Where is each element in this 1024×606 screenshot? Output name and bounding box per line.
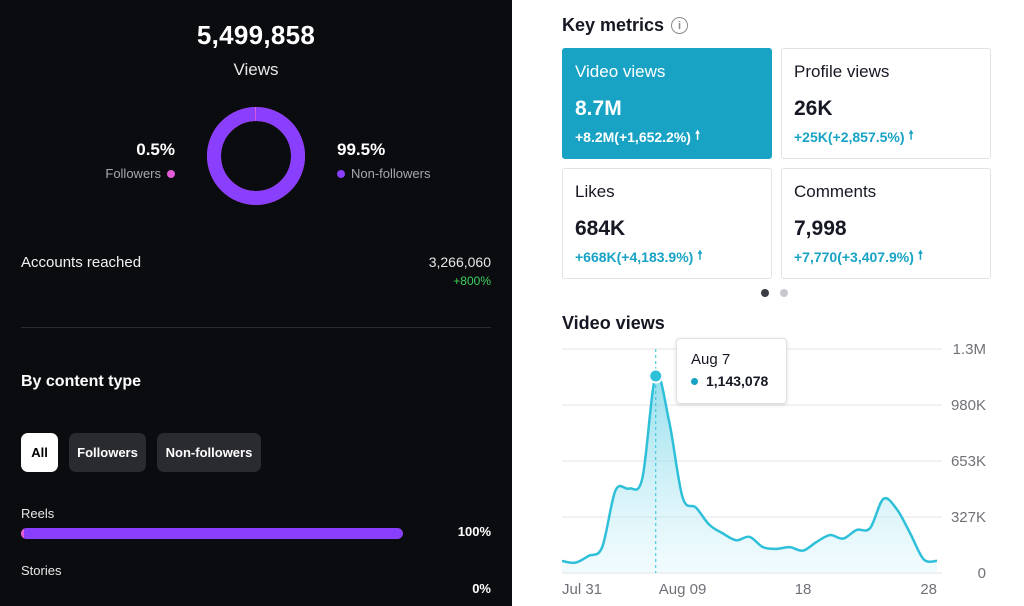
followers-share: 0.5% Followers (105, 140, 175, 181)
tooltip-series-dot (691, 377, 698, 385)
metric-card-label: Comments (794, 182, 877, 201)
accounts-reached-label: Accounts reached (21, 254, 142, 271)
metric-card-value: 7,998 (794, 217, 847, 240)
key-metrics-title: Key metrics i (562, 15, 689, 36)
audience-donut-chart (207, 107, 305, 205)
followers-pct: 0.5% (136, 140, 175, 159)
metric-card-video-views[interactable]: Video views 8.7M +8.2M(+1,652.2%) 🠕 (562, 48, 772, 159)
x-tick-label: 18 (795, 581, 812, 598)
non-followers-legend-dot (337, 169, 345, 178)
x-tick-label: Jul 31 (562, 581, 602, 598)
metric-card-value: 684K (575, 217, 626, 240)
metric-card-label: Profile views (794, 62, 890, 81)
filter-chip-non-followers[interactable]: Non-followers (157, 433, 261, 472)
non-followers-label: Non-followers (351, 166, 431, 181)
metric-card-value: 26K (794, 97, 833, 120)
divider (21, 327, 491, 328)
info-circle-icon[interactable]: i (671, 17, 689, 34)
video-views-line (561, 373, 938, 565)
pager-dot-2[interactable] (780, 289, 788, 297)
non-followers-ring-segment (207, 107, 305, 205)
followers-label: Followers (105, 166, 161, 181)
content-row-reels-label: Reels (21, 506, 55, 521)
metric-card-change: +8.2M(+1,652.2%) (575, 128, 691, 145)
arrow-up-icon: 🠕 (917, 248, 924, 262)
content-row-reels-bar (21, 528, 403, 539)
video-views-area (562, 374, 937, 573)
audience-panel: 5,499,858 Views 0.5% Followers 99.5% Non… (0, 0, 512, 606)
y-tick-label: 980K (951, 397, 986, 414)
content-row-stories-pct: 0% (472, 581, 491, 596)
tooltip-date: Aug 7 (691, 351, 731, 368)
filter-chip-all[interactable]: All (21, 433, 58, 472)
arrow-up-icon: 🠕 (694, 128, 701, 142)
metric-card-label: Video views (575, 62, 666, 81)
content-type-heading: By content type (21, 373, 142, 390)
y-tick-label: 1.3M (953, 341, 986, 358)
total-views-value: 5,499,858 (196, 20, 316, 50)
metric-card-comments[interactable]: Comments 7,998 +7,770(+3,407.9%) 🠕 (781, 168, 991, 279)
video-views-chart-title: Video views (562, 313, 665, 333)
total-views-label: Views (233, 60, 279, 79)
filter-chip-followers[interactable]: Followers (69, 433, 146, 472)
metric-card-change: +668K(+4,183.9%) (575, 248, 694, 265)
metric-card-profile-views[interactable]: Profile views 26K +25K(+2,857.5%) 🠕 (781, 48, 991, 159)
metric-card-label: Likes (575, 182, 615, 201)
reels-bar-fill (21, 528, 403, 539)
y-tick-label: 0 (978, 565, 986, 582)
y-tick-label: 653K (951, 453, 986, 470)
reels-bar-followers-segment (21, 528, 24, 539)
metric-card-value: 8.7M (575, 97, 622, 120)
y-tick-label: 327K (951, 509, 986, 526)
accounts-reached-value: 3,266,060 (428, 254, 491, 270)
metric-card-change: +25K(+2,857.5%) (794, 128, 905, 145)
content-row-reels-pct: 100% (457, 524, 491, 539)
carousel-pager (761, 289, 788, 297)
x-tick-label: 28 (920, 581, 937, 598)
chart-tooltip: Aug 7 1,143,078 (676, 338, 787, 404)
video-views-chart[interactable]: 1.3M 980K 653K 327K 0 Jul 31 Aug 09 18 28 (512, 0, 1024, 606)
key-metrics-title-text: Key metrics (562, 15, 665, 35)
metric-card-change: +7,770(+3,407.9%) (794, 248, 914, 265)
followers-legend-dot (167, 169, 175, 178)
accounts-reached-change: +800% (453, 274, 491, 288)
metric-card-likes[interactable]: Likes 684K +668K(+4,183.9%) 🠕 (562, 168, 772, 279)
arrow-up-icon: 🠕 (908, 128, 914, 142)
arrow-up-icon: 🠕 (697, 248, 703, 262)
non-followers-share: 99.5% Non-followers (337, 140, 430, 181)
x-tick-label: Aug 09 (659, 581, 707, 598)
key-metrics-panel: Key metrics i Video views 8.7M +8.2M(+1,… (512, 0, 1024, 606)
non-followers-pct: 99.5% (337, 140, 386, 159)
pager-dot-1[interactable] (761, 289, 769, 297)
tooltip-value: 1,143,078 (706, 373, 769, 389)
content-row-stories-label: Stories (21, 563, 62, 578)
peak-point (648, 368, 664, 384)
